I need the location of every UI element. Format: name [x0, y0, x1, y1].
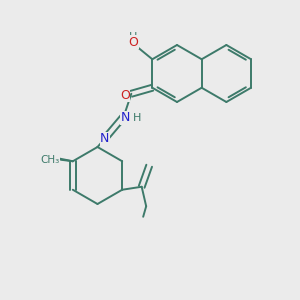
Text: H: H — [133, 113, 142, 123]
Text: H: H — [129, 32, 138, 42]
Text: O: O — [128, 36, 138, 49]
Text: O: O — [120, 89, 130, 102]
Text: N: N — [100, 132, 110, 145]
Text: N: N — [121, 111, 130, 124]
Text: CH₃: CH₃ — [41, 155, 60, 165]
